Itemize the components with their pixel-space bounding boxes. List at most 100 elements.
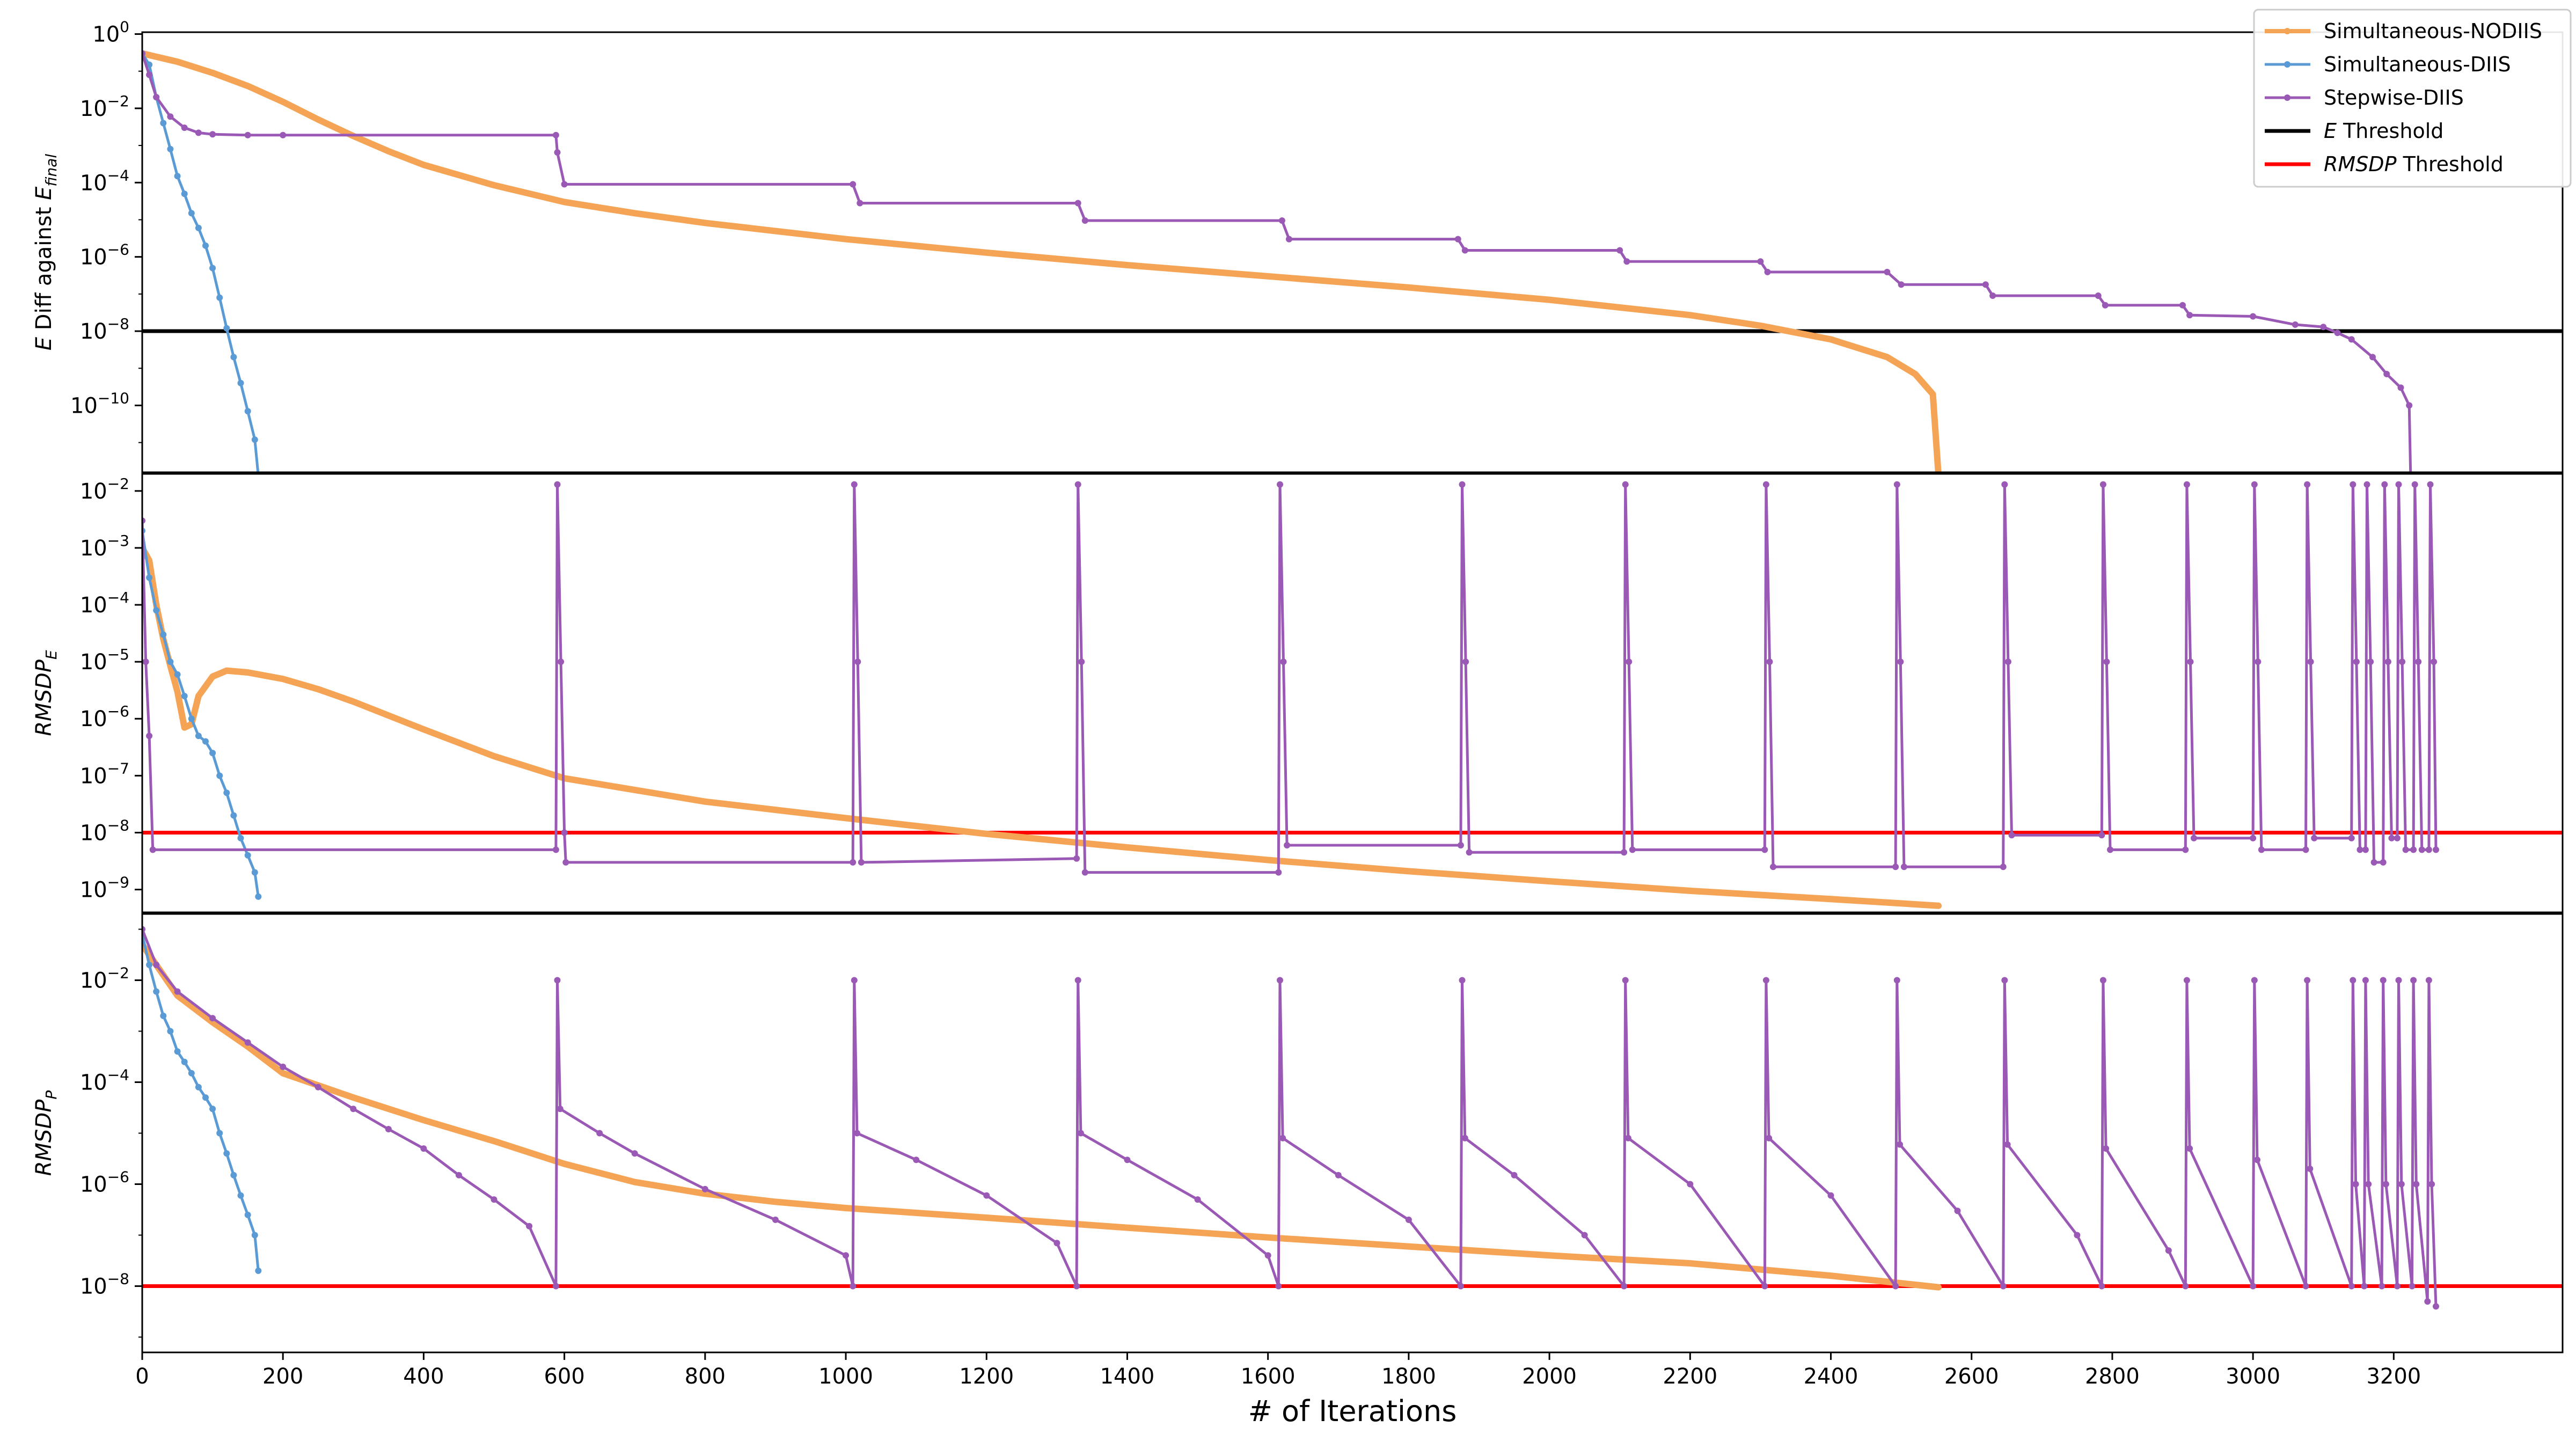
x-tick-label: 200 bbox=[262, 1364, 303, 1389]
data-point bbox=[2383, 371, 2390, 377]
data-point bbox=[216, 294, 223, 301]
data-point bbox=[2381, 481, 2388, 488]
data-point bbox=[1078, 658, 1085, 665]
data-point bbox=[2415, 658, 2422, 665]
data-point bbox=[2362, 846, 2369, 853]
data-point bbox=[181, 693, 188, 699]
data-point bbox=[554, 481, 561, 488]
x-tick-label: 1800 bbox=[1381, 1364, 1436, 1389]
data-point bbox=[2424, 1298, 2431, 1305]
data-point bbox=[2409, 1283, 2416, 1290]
data-point bbox=[858, 859, 865, 866]
data-point bbox=[181, 1058, 188, 1065]
data-point bbox=[2384, 658, 2391, 665]
y-tick-label: 10−2 bbox=[80, 475, 129, 504]
y-tick-label: 100 bbox=[92, 18, 129, 47]
data-point bbox=[1757, 258, 1764, 265]
data-point bbox=[160, 1012, 167, 1019]
data-point bbox=[1762, 977, 1769, 984]
data-point bbox=[1277, 481, 1283, 488]
data-point bbox=[2398, 1181, 2405, 1188]
data-point bbox=[2004, 658, 2011, 665]
series-line-simultaneous-nodiis bbox=[142, 941, 1942, 1291]
data-point bbox=[2302, 846, 2309, 853]
data-point bbox=[2099, 977, 2106, 984]
data-point bbox=[2433, 846, 2439, 853]
data-point bbox=[255, 893, 262, 900]
data-point bbox=[2410, 846, 2417, 853]
data-point bbox=[1898, 281, 1905, 288]
data-point bbox=[244, 1211, 251, 1218]
data-point bbox=[2367, 658, 2374, 665]
data-point bbox=[1897, 1141, 1903, 1148]
data-point bbox=[237, 1192, 244, 1199]
y-tick-label: 10−3 bbox=[80, 532, 129, 561]
data-point bbox=[385, 1126, 392, 1132]
data-point bbox=[314, 1084, 321, 1091]
data-point bbox=[1892, 863, 1899, 870]
data-point bbox=[526, 1223, 533, 1230]
data-point bbox=[146, 574, 153, 581]
data-point bbox=[1278, 217, 1285, 224]
data-point bbox=[1581, 1232, 1588, 1239]
data-point bbox=[202, 242, 209, 249]
data-point bbox=[230, 354, 237, 361]
data-point bbox=[2000, 1283, 2007, 1290]
data-point bbox=[2187, 658, 2194, 665]
data-point bbox=[1982, 281, 1989, 288]
data-point bbox=[202, 738, 209, 745]
data-point bbox=[1280, 658, 1287, 665]
data-point bbox=[1081, 217, 1088, 224]
data-point bbox=[195, 1084, 202, 1091]
data-point bbox=[2428, 1181, 2435, 1188]
chart-panels: 100 10−2 10−4 10−6 10−8 10−10 E Diff against E… bbox=[32, 18, 2564, 1353]
data-point bbox=[2307, 658, 2314, 665]
data-point bbox=[558, 658, 565, 665]
data-point bbox=[160, 120, 167, 127]
legend-marker bbox=[2284, 94, 2290, 101]
data-point bbox=[1277, 977, 1283, 984]
panel-1: 100 10−2 10−4 10−6 10−8 10−10 E Diff against E… bbox=[32, 18, 2564, 473]
data-point bbox=[2001, 977, 2008, 984]
data-point bbox=[2001, 481, 2008, 488]
y-tick-label: 10−6 bbox=[80, 1168, 129, 1197]
legend-label: RMSDP Threshold bbox=[2324, 152, 2504, 176]
data-point bbox=[2425, 846, 2432, 853]
data-point bbox=[153, 607, 160, 614]
data-point bbox=[244, 852, 251, 859]
data-point bbox=[1284, 842, 1291, 848]
y-tick-label: 10−8 bbox=[80, 1270, 129, 1299]
data-point bbox=[244, 408, 251, 415]
data-point bbox=[2379, 1283, 2385, 1290]
series-group bbox=[142, 926, 2439, 1310]
data-point bbox=[1461, 1135, 1468, 1141]
x-axis: 0 200 400 600 800 1000 1200 1400 1600 1800 2000 220… bbox=[135, 1352, 2421, 1389]
data-point bbox=[2348, 835, 2355, 841]
data-point bbox=[2394, 835, 2401, 841]
data-point bbox=[216, 1130, 223, 1137]
y-tick-label: 10−10 bbox=[70, 389, 129, 418]
data-point bbox=[2348, 336, 2355, 343]
data-point bbox=[174, 1048, 181, 1055]
data-point bbox=[153, 988, 160, 995]
data-point bbox=[554, 977, 561, 984]
data-point bbox=[2103, 1145, 2110, 1152]
data-point bbox=[1459, 481, 1466, 488]
y-axis-title: E Diff against Efinal bbox=[32, 154, 60, 351]
data-point bbox=[230, 1172, 237, 1179]
data-point bbox=[1459, 977, 1466, 984]
y-tick-label: 10−4 bbox=[80, 589, 129, 618]
data-point bbox=[2165, 1247, 2172, 1254]
data-point bbox=[2382, 1181, 2389, 1188]
data-point bbox=[2182, 846, 2189, 853]
legend: Simultaneous-NODIIS Simultaneous-DIIS Step… bbox=[2253, 9, 2572, 188]
data-point bbox=[1764, 268, 1771, 275]
y-tick-label: 10−4 bbox=[80, 166, 129, 195]
data-point bbox=[153, 961, 160, 968]
data-point bbox=[2361, 1283, 2368, 1290]
data-point bbox=[1626, 658, 1633, 665]
data-point bbox=[2103, 658, 2110, 665]
data-point bbox=[1074, 200, 1081, 207]
y-axis-title: RMSDPE bbox=[32, 650, 60, 736]
data-point bbox=[1761, 846, 1768, 853]
